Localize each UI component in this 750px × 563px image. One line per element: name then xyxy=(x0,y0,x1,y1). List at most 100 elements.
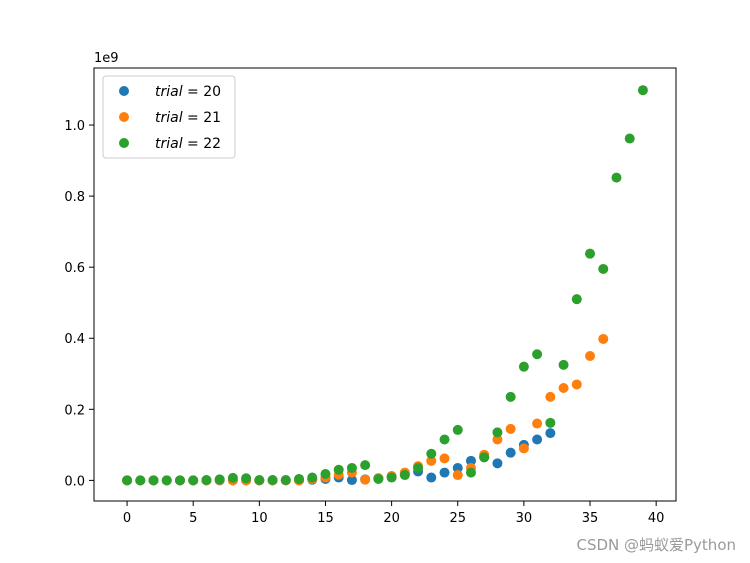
legend-marker xyxy=(119,138,129,148)
y-tick-label: 0.2 xyxy=(64,403,85,418)
data-point xyxy=(201,475,212,486)
data-point xyxy=(135,475,146,486)
data-point xyxy=(545,391,556,402)
data-point xyxy=(122,475,133,486)
x-tick-label: 0 xyxy=(123,511,131,526)
data-point xyxy=(465,467,476,478)
legend-item: trial = 20 xyxy=(119,84,221,100)
data-point xyxy=(505,391,516,402)
legend-label: trial = 22 xyxy=(155,136,221,152)
legend-marker xyxy=(119,112,129,122)
data-point xyxy=(148,475,159,486)
legend-label-variable: trial xyxy=(155,84,183,100)
watermark: CSDN @蚂蚁爱Python xyxy=(576,536,736,554)
data-point xyxy=(439,467,450,478)
data-point xyxy=(492,434,503,445)
x-tick-label: 35 xyxy=(582,511,599,526)
data-point xyxy=(360,460,371,471)
data-point xyxy=(558,382,569,393)
data-point xyxy=(188,475,199,486)
data-point xyxy=(267,475,278,486)
legend-label-variable: trial xyxy=(155,110,183,126)
y-axis-offset-label: 1e9 xyxy=(94,51,119,66)
data-point xyxy=(479,452,490,463)
data-point xyxy=(505,423,516,434)
data-point xyxy=(452,470,463,481)
data-point xyxy=(333,464,344,475)
legend-label-value: = 21 xyxy=(183,110,221,126)
legend-item: trial = 22 xyxy=(119,136,221,152)
data-point xyxy=(492,427,503,438)
legend-item: trial = 21 xyxy=(119,110,221,126)
legend-box xyxy=(102,75,236,159)
data-point xyxy=(585,248,596,259)
x-tick-label: 10 xyxy=(251,511,268,526)
legend-label-value: = 22 xyxy=(183,136,221,152)
data-point xyxy=(439,453,450,464)
data-point xyxy=(532,418,543,429)
data-point xyxy=(505,447,516,458)
y-tick-label: 0.4 xyxy=(64,332,85,347)
series-trial-22 xyxy=(122,85,648,486)
data-point xyxy=(174,475,185,486)
data-point xyxy=(439,434,450,445)
y-axis: 0.0 0.2 0.4 0.6 0.8 1.0 xyxy=(64,119,94,489)
data-point xyxy=(254,475,265,486)
data-point xyxy=(426,472,437,483)
data-points xyxy=(122,85,648,486)
y-tick-label: 1.0 xyxy=(64,119,85,134)
data-point xyxy=(227,472,238,483)
x-tick-label: 5 xyxy=(189,511,197,526)
data-point xyxy=(399,470,410,481)
data-point xyxy=(294,473,305,484)
data-point xyxy=(637,85,648,96)
legend-marker xyxy=(119,86,129,96)
data-point xyxy=(214,474,225,485)
x-tick-label: 15 xyxy=(317,511,334,526)
data-point xyxy=(585,351,596,362)
data-point xyxy=(161,475,172,486)
data-point xyxy=(545,428,556,439)
data-point xyxy=(346,475,357,486)
y-tick-label: 0.6 xyxy=(64,261,85,276)
data-point xyxy=(241,473,252,484)
data-point xyxy=(532,434,543,445)
legend-label: trial = 21 xyxy=(155,110,221,126)
legend-label-value: = 20 xyxy=(183,84,221,100)
data-point xyxy=(426,448,437,459)
x-axis: 0 5 10 15 20 25 30 35 40 xyxy=(123,501,665,526)
x-tick-label: 25 xyxy=(449,511,466,526)
data-point xyxy=(386,472,397,483)
data-point xyxy=(307,472,318,483)
data-point xyxy=(598,263,609,274)
data-point xyxy=(571,294,582,305)
data-point xyxy=(558,359,569,370)
y-tick-label: 0.0 xyxy=(64,474,85,489)
data-point xyxy=(624,133,635,144)
data-point xyxy=(545,417,556,428)
data-point xyxy=(320,468,331,479)
y-tick-label: 0.8 xyxy=(64,190,85,205)
x-tick-label: 30 xyxy=(516,511,533,526)
data-point xyxy=(598,333,609,344)
data-point xyxy=(492,458,503,469)
data-point xyxy=(611,172,622,183)
data-point xyxy=(426,455,437,466)
data-point xyxy=(346,462,357,473)
x-tick-label: 40 xyxy=(648,511,665,526)
legend-label-variable: trial xyxy=(155,136,183,152)
data-point xyxy=(452,424,463,435)
x-tick-label: 20 xyxy=(383,511,400,526)
data-point xyxy=(360,474,371,485)
legend-label: trial = 20 xyxy=(155,84,221,100)
data-point xyxy=(532,349,543,360)
data-point xyxy=(280,475,291,486)
data-point xyxy=(518,443,529,454)
data-point xyxy=(465,455,476,466)
data-point xyxy=(518,361,529,372)
data-point xyxy=(373,473,384,484)
data-point xyxy=(413,462,424,473)
data-point xyxy=(452,462,463,473)
